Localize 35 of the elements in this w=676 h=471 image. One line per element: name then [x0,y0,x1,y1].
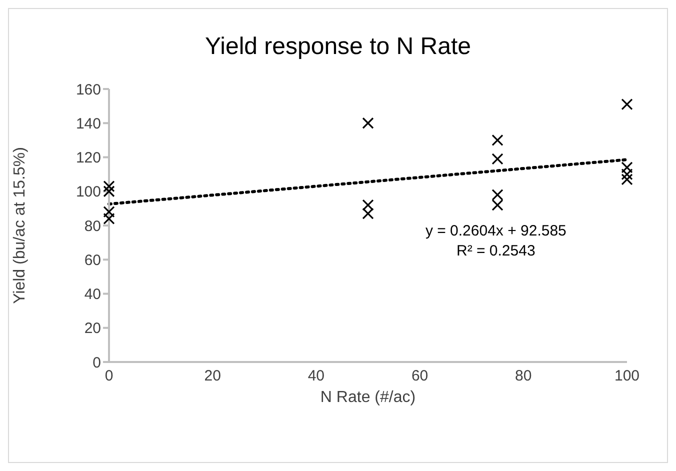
y-tick-label: 40 [84,286,101,304]
point [492,188,504,201]
point [621,168,633,180]
y-axis-title: Yield (bu/ac at 15.5%) [12,147,29,304]
y-tick-label: 0 [92,354,101,372]
y-tick-label: 60 [84,252,101,269]
point [621,174,633,186]
y-tick-label: 100 [76,184,101,201]
y-tick-label: 80 [84,218,101,235]
point [103,206,115,218]
annotation: y = 0.2604x + 92.585 [425,222,566,240]
x-axis-title: N Rate (#/ac) [320,389,416,406]
point [362,117,374,129]
y-tick-label: 120 [76,150,101,167]
x-tick-label: 40 [308,368,325,385]
point [621,162,633,174]
point [492,134,504,146]
y-tick-label: 140 [76,115,101,132]
point [492,153,504,165]
x-tick-label: 100 [614,368,640,385]
y-tick-label: 160 [76,81,101,98]
x-tick-label: 80 [515,368,532,385]
chart-title: Yield response to N Rate [205,33,471,60]
annotation: R² = 0.2543 [456,242,536,260]
point [621,98,633,110]
point [103,186,115,198]
x-tick-label: 20 [204,368,221,385]
point [103,212,115,224]
x-tick-label: 60 [411,368,428,385]
point [103,180,115,192]
point [362,199,374,211]
point [492,199,504,211]
y-tick-label: 20 [84,320,101,338]
point [362,208,374,220]
x-tick-label: 0 [104,368,114,385]
